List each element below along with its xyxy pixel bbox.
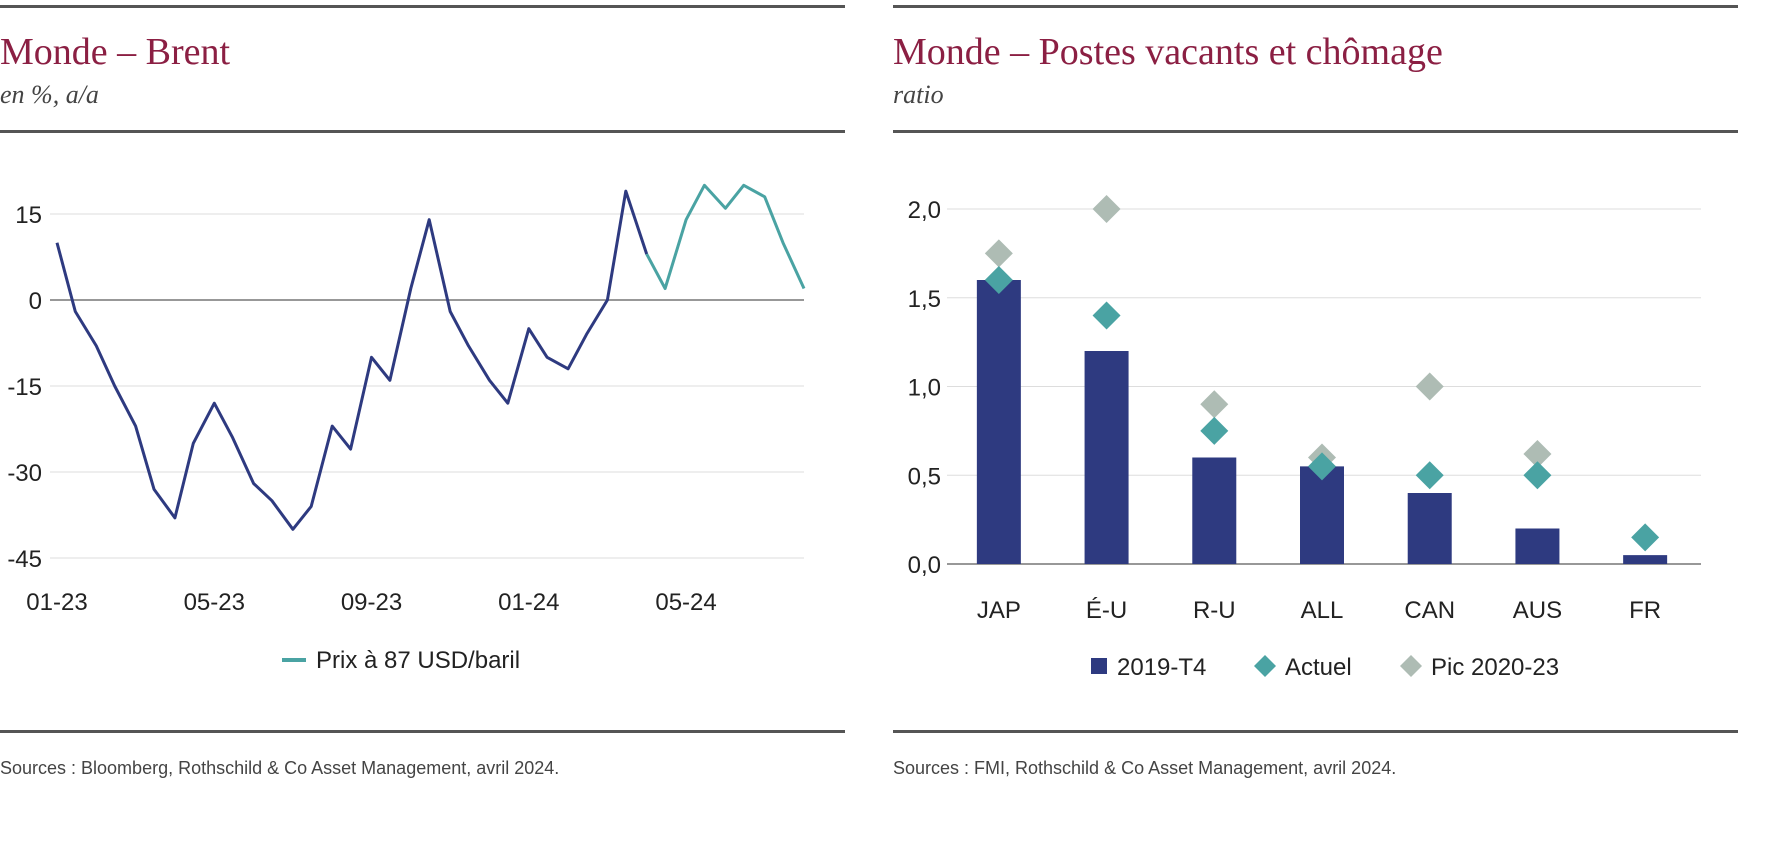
- bottom-rule: [0, 730, 845, 733]
- legend-label: Pic 2020-23: [1431, 654, 1559, 681]
- category-label: R-U: [1193, 597, 1236, 624]
- bottom-rule: [893, 730, 1738, 733]
- legend-swatch-actuel: [1254, 655, 1276, 677]
- chart-title: Monde – Brent: [0, 31, 231, 73]
- x-tick-label: 09-23: [341, 589, 402, 616]
- pic-marker: [1523, 439, 1552, 468]
- x-tick-label: 05-23: [184, 589, 245, 616]
- actuel-marker: [1092, 301, 1121, 330]
- x-tick-label: 05-24: [655, 589, 716, 616]
- actuel-marker: [1200, 416, 1229, 445]
- y-tick-label: 0: [29, 288, 42, 315]
- y-tick-label: 1,0: [908, 375, 941, 402]
- bar: [1192, 457, 1237, 564]
- vacancy-panel: Monde – Postes vacants et chômage ratio …: [893, 0, 1738, 844]
- bar: [1515, 528, 1560, 564]
- y-tick-label: 2,0: [908, 197, 941, 224]
- actuel-marker: [1523, 461, 1552, 490]
- top-rule: [0, 5, 845, 8]
- pic-marker: [1092, 195, 1121, 223]
- bar: [1300, 466, 1344, 564]
- category-label: É-U: [1086, 597, 1127, 624]
- y-tick-label: 1,5: [908, 286, 941, 313]
- bar: [1407, 493, 1452, 564]
- y-tick-label: -45: [7, 546, 42, 573]
- legend-swatch-pic: [1400, 655, 1422, 677]
- category-label: AUS: [1513, 597, 1562, 624]
- x-tick-label: 01-23: [26, 589, 87, 616]
- source-note: Sources : Bloomberg, Rothschild & Co Ass…: [0, 758, 560, 778]
- actuel-marker: [984, 266, 1013, 294]
- category-label: FR: [1629, 597, 1661, 624]
- top-rule: [893, 5, 1738, 8]
- category-label: JAP: [977, 597, 1021, 624]
- y-tick-label: 15: [15, 202, 42, 229]
- legend-label: 2019-T4: [1117, 654, 1206, 681]
- pic-marker: [1415, 372, 1444, 401]
- series-line-scenario: [645, 183, 806, 290]
- y-tick-label: -30: [7, 460, 42, 487]
- bar: [1623, 555, 1668, 564]
- actuel-marker: [1415, 461, 1444, 490]
- header-rule: [893, 130, 1738, 133]
- y-tick-label: 0,0: [908, 552, 941, 579]
- series-line-history: [55, 189, 649, 531]
- chart-subtitle: en %, a/a: [0, 80, 99, 109]
- brent-line-chart: 15 0 -15 -30 -45 01-23 05-23 09-23 01-24 05-24 Pri…: [7, 183, 806, 674]
- actuel-marker: [1631, 523, 1660, 552]
- source-note: Sources : FMI, Rothschild & Co Asset Man…: [893, 758, 1397, 778]
- vacancy-bar-chart: 2,0 1,5 1,0 0,5 0,0 JAP É-U R-U ALL CAN AUS FR 2019-…: [908, 195, 1701, 681]
- actuel-marker: [1308, 452, 1336, 481]
- bar: [976, 280, 1021, 564]
- header-rule: [0, 130, 845, 133]
- chart-subtitle: ratio: [893, 80, 944, 109]
- legend-label: Actuel: [1285, 654, 1352, 681]
- x-tick-label: 01-24: [498, 589, 559, 616]
- legend-label: Prix à 87 USD/baril: [316, 647, 520, 674]
- bar: [1084, 351, 1129, 564]
- legend-swatch-bar: [1091, 658, 1107, 674]
- pic-marker: [1200, 390, 1229, 419]
- pic-marker: [984, 239, 1013, 268]
- category-label: CAN: [1404, 597, 1455, 624]
- chart-title: Monde – Postes vacants et chômage: [893, 31, 1443, 73]
- category-label: ALL: [1301, 597, 1344, 624]
- y-tick-label: -15: [7, 374, 42, 401]
- brent-panel: Monde – Brent en %, a/a 15 0 -15 -30 -45 01-2…: [0, 0, 845, 844]
- y-tick-label: 0,5: [908, 463, 941, 490]
